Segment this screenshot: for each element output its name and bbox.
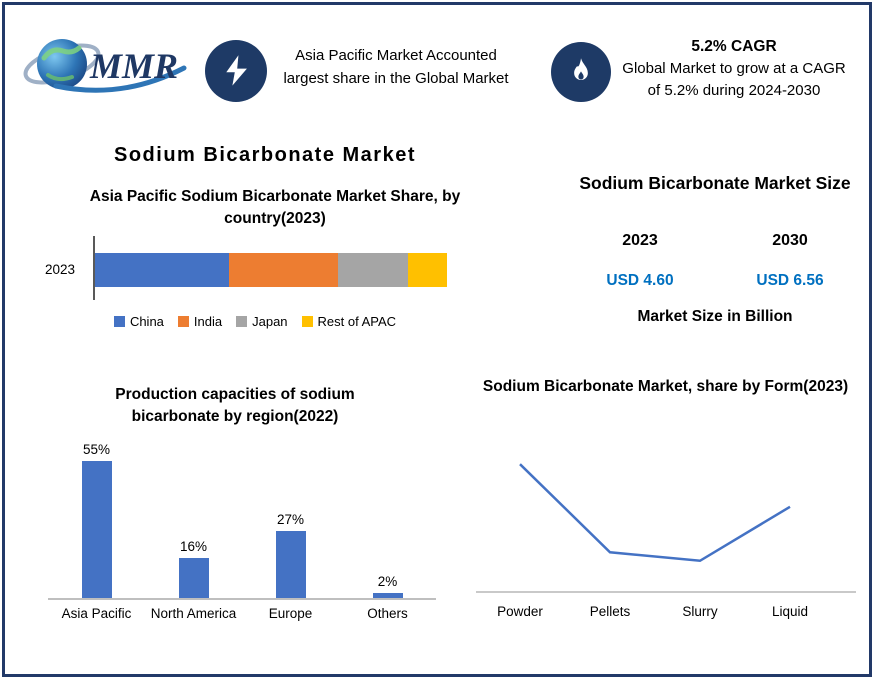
market-size-year-left: 2023 — [622, 232, 658, 249]
column-bar — [372, 593, 403, 598]
line-series — [519, 463, 791, 563]
line-x-label: Pellets — [589, 604, 631, 619]
legend-item: Japan — [236, 314, 288, 329]
column-chart-plot: 55% 16% 27% 2% — [48, 438, 436, 600]
cagr-callout: 5.2% CAGR Global Market to grow at a CAG… — [620, 36, 848, 102]
legend-swatch — [301, 316, 313, 327]
market-size-years: 2023 2030 — [565, 232, 865, 250]
lightning-badge — [205, 40, 267, 102]
stacked-bar — [95, 253, 447, 287]
cagr-body: Global Market to grow at a CAGR of 5.2% … — [622, 60, 846, 100]
market-size-values: USD 4.60 USD 6.56 — [565, 272, 865, 290]
page-title: Sodium Bicarbonate Market — [113, 144, 416, 166]
left-callout-text: Asia Pacific Market Accounted largest sh… — [283, 47, 509, 88]
column-bar — [178, 558, 209, 598]
line-x-label: Liquid — [771, 604, 809, 619]
column-value: 16% — [179, 539, 208, 554]
logo-landmass-2 — [46, 73, 74, 82]
market-size-value-right: USD 6.56 — [756, 272, 824, 289]
line-chart-title: Sodium Bicarbonate Market, share by Form… — [482, 378, 849, 395]
logo-swoosh — [53, 65, 187, 93]
stacked-bar-legend: China India Japan Rest of APAC — [55, 314, 455, 329]
column-chart-title: Production capacities of sodium bicarbon… — [115, 386, 355, 425]
column: 2% — [339, 574, 436, 598]
line-x-label: Slurry — [682, 604, 718, 619]
column: 55% — [48, 441, 145, 598]
legend-label: China — [129, 314, 164, 329]
stacked-segment-rest-of-apac — [408, 253, 447, 287]
column-x-label: Asia Pacific — [61, 606, 132, 621]
line-x-label: Powder — [497, 604, 543, 619]
stacked-segment-india — [228, 253, 338, 287]
lightning-icon — [226, 55, 247, 86]
stacked-segment-japan — [337, 253, 409, 287]
market-size-title: Sodium Bicarbonate Market Size — [579, 173, 851, 193]
stacked-category-label: 2023 — [44, 262, 76, 277]
stacked-chart-title: Asia Pacific Sodium Bicarbonate Market S… — [89, 188, 461, 227]
legend-label: Rest of APAC — [317, 314, 397, 329]
market-size-year-right: 2030 — [772, 232, 808, 249]
column-value: 2% — [377, 574, 398, 589]
column-bar — [81, 460, 112, 598]
legend-swatch — [113, 316, 125, 327]
stacked-y-axis-line — [93, 236, 95, 300]
column: 27% — [242, 511, 339, 598]
cagr-heading: 5.2% CAGR — [691, 38, 777, 55]
legend-swatch — [236, 316, 248, 327]
market-size-note: Market Size in Billion — [637, 308, 793, 325]
column: 16% — [145, 539, 242, 598]
market-size-value-left: USD 4.60 — [606, 272, 674, 289]
column-value: 55% — [82, 441, 111, 457]
logo-landmass — [41, 45, 82, 61]
column-value: 27% — [276, 511, 305, 527]
column-x-labels: Asia Pacific North America Europe Others — [48, 606, 436, 621]
legend-label: India — [193, 314, 223, 329]
column-x-label: Others — [367, 606, 408, 621]
line-chart-svg — [476, 463, 856, 593]
line-x-labels: Powder Pellets Slurry Liquid — [468, 604, 860, 624]
legend-label: Japan — [252, 314, 288, 329]
legend-item: China — [113, 314, 164, 329]
legend-item: India — [177, 314, 223, 329]
flame-badge — [551, 42, 611, 102]
mmr-logo: MMR — [23, 39, 187, 93]
flame-icon — [574, 58, 588, 80]
column-x-label: North America — [150, 606, 237, 621]
logo-text: MMR — [89, 46, 178, 86]
legend-item: Rest of APAC — [301, 314, 397, 329]
column-x-label: Europe — [268, 606, 313, 621]
legend-swatch — [177, 316, 189, 327]
stacked-segment-china — [95, 253, 229, 287]
column-bar — [275, 530, 306, 598]
